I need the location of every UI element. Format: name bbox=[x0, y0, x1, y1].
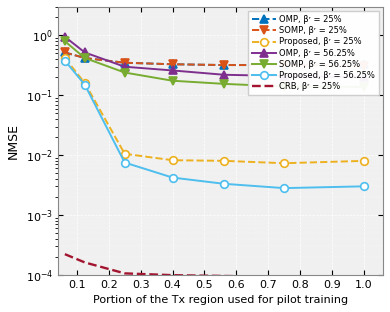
OMP, βʳ = 25% bbox=[122, 61, 127, 65]
OMP, βʳ = 56.25% bbox=[362, 76, 366, 79]
Proposed, βʳ = 25% bbox=[122, 152, 127, 156]
OMP, βʳ = 25% bbox=[282, 63, 287, 67]
SOMP, βʳ = 56.25% bbox=[282, 85, 287, 88]
Proposed, βʳ = 25% bbox=[170, 158, 175, 162]
CRB, βʳ = 25% bbox=[362, 276, 366, 280]
Line: Proposed, βʳ = 25%: Proposed, βʳ = 25% bbox=[61, 54, 368, 167]
OMP, βʳ = 25% bbox=[62, 51, 67, 54]
OMP, βʳ = 25% bbox=[222, 63, 227, 67]
Proposed, βʳ = 25% bbox=[82, 81, 87, 85]
Line: OMP, βʳ = 25%: OMP, βʳ = 25% bbox=[61, 49, 368, 69]
SOMP, βʳ = 25% bbox=[82, 56, 87, 60]
X-axis label: Portion of the Tx region used for pilot training: Portion of the Tx region used for pilot … bbox=[93, 295, 348, 305]
Proposed, βʳ = 25% bbox=[362, 159, 366, 163]
SOMP, βʳ = 56.25% bbox=[170, 79, 175, 83]
OMP, βʳ = 56.25% bbox=[170, 69, 175, 72]
SOMP, βʳ = 25% bbox=[362, 64, 366, 68]
CRB, βʳ = 25% bbox=[282, 275, 287, 279]
SOMP, βʳ = 25% bbox=[170, 62, 175, 66]
Line: Proposed, βʳ = 56.25%: Proposed, βʳ = 56.25% bbox=[61, 57, 368, 192]
Proposed, βʳ = 56.25% bbox=[170, 176, 175, 179]
OMP, βʳ = 56.25% bbox=[222, 73, 227, 77]
Proposed, βʳ = 25% bbox=[62, 56, 67, 60]
SOMP, βʳ = 56.25% bbox=[82, 56, 87, 60]
SOMP, βʳ = 56.25% bbox=[222, 82, 227, 86]
CRB, βʳ = 25% bbox=[62, 252, 67, 256]
CRB, βʳ = 25% bbox=[122, 271, 127, 275]
OMP, βʳ = 56.25% bbox=[82, 51, 87, 54]
SOMP, βʳ = 25% bbox=[282, 63, 287, 67]
OMP, βʳ = 25% bbox=[170, 62, 175, 66]
OMP, βʳ = 25% bbox=[82, 56, 87, 60]
SOMP, βʳ = 56.25% bbox=[62, 39, 67, 43]
OMP, βʳ = 25% bbox=[362, 62, 366, 66]
Proposed, βʳ = 56.25% bbox=[82, 83, 87, 87]
OMP, βʳ = 56.25% bbox=[62, 35, 67, 39]
SOMP, βʳ = 56.25% bbox=[362, 85, 366, 89]
OMP, βʳ = 56.25% bbox=[282, 74, 287, 78]
CRB, βʳ = 25% bbox=[170, 273, 175, 277]
Proposed, βʳ = 56.25% bbox=[362, 184, 366, 188]
SOMP, βʳ = 25% bbox=[62, 51, 67, 54]
Line: OMP, βʳ = 56.25%: OMP, βʳ = 56.25% bbox=[61, 33, 368, 81]
SOMP, βʳ = 25% bbox=[222, 63, 227, 67]
Line: SOMP, βʳ = 56.25%: SOMP, βʳ = 56.25% bbox=[61, 37, 368, 91]
Y-axis label: NMSE: NMSE bbox=[7, 123, 20, 159]
Line: CRB, βʳ = 25%: CRB, βʳ = 25% bbox=[65, 254, 364, 278]
Legend: OMP, βʳ = 25%, SOMP, βʳ = 25%, Proposed, βʳ = 25%, OMP, βʳ = 56.25%, SOMP, βʳ = : OMP, βʳ = 25%, SOMP, βʳ = 25%, Proposed,… bbox=[248, 11, 379, 95]
Proposed, βʳ = 56.25% bbox=[282, 186, 287, 190]
Proposed, βʳ = 56.25% bbox=[122, 161, 127, 164]
SOMP, βʳ = 56.25% bbox=[122, 71, 127, 74]
Proposed, βʳ = 56.25% bbox=[222, 182, 227, 186]
SOMP, βʳ = 25% bbox=[122, 61, 127, 65]
CRB, βʳ = 25% bbox=[222, 274, 227, 278]
Proposed, βʳ = 25% bbox=[222, 159, 227, 163]
Line: SOMP, βʳ = 25%: SOMP, βʳ = 25% bbox=[61, 49, 368, 70]
CRB, βʳ = 25% bbox=[82, 261, 87, 264]
Proposed, βʳ = 25% bbox=[282, 161, 287, 165]
Proposed, βʳ = 56.25% bbox=[62, 59, 67, 62]
OMP, βʳ = 56.25% bbox=[122, 65, 127, 69]
